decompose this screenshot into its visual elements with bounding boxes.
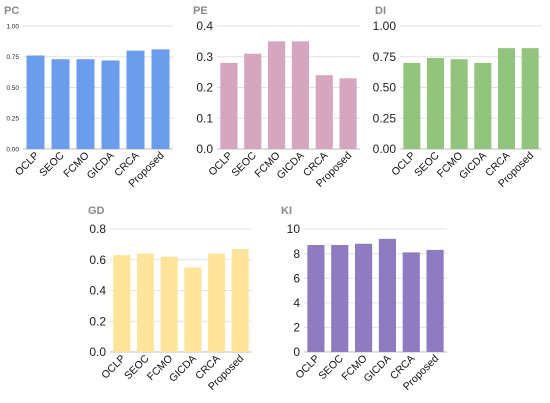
pe-y-tick-label: 0.0 <box>196 142 213 156</box>
gd-y-tick-label: 0.8 <box>89 222 106 236</box>
pc-bar-gicda <box>101 60 120 149</box>
pe-bar-gicda <box>291 41 309 149</box>
ki-x-tick-label: GICDA <box>362 353 394 385</box>
pc-y-tick-label: 0.25 <box>6 116 19 123</box>
di-bar-proposed <box>521 48 539 149</box>
di-title: DI <box>375 5 386 17</box>
di-bar-gicda <box>474 62 492 149</box>
gd-y-tick-label: 0.6 <box>89 253 106 267</box>
pc-bar-seoc <box>51 59 70 149</box>
pe-panel: PE0.00.10.20.30.4OCLPSEOCFCMOGICDACRCAPr… <box>193 5 360 190</box>
ki-y-tick-label: 0 <box>293 345 300 359</box>
gd-bar-crca <box>207 253 226 352</box>
pc-x-tick-label: SEOC <box>37 149 67 179</box>
pc-bar-crca <box>126 50 145 149</box>
pc-y-tick-label: 1.00 <box>6 23 19 30</box>
pe-bar-crca <box>315 75 333 149</box>
ki-y-tick-label: 6 <box>293 271 300 285</box>
gd-bar-proposed <box>231 248 249 352</box>
gd-bar-oclp <box>113 255 131 352</box>
di-y-tick-label: 1.00 <box>373 19 397 33</box>
gd-bar-gicda <box>184 267 202 352</box>
pc-x-tick-label: GICDA <box>85 150 117 182</box>
ki-bar-seoc <box>331 244 349 352</box>
pe-y-tick-label: 0.2 <box>196 81 213 95</box>
gd-panel: GD0.00.20.40.60.8OCLPSEOCFCMOGICDACRCAPr… <box>88 205 252 393</box>
pc-x-tick-label: OCLP <box>13 150 42 179</box>
ki-bar-proposed <box>426 249 444 352</box>
pe-bar-oclp <box>220 62 238 149</box>
ki-bar-crca <box>402 252 420 352</box>
pe-title: PE <box>193 5 208 17</box>
gd-bar-seoc <box>136 253 155 352</box>
di-bar-fcmo <box>450 59 468 149</box>
pe-y-tick-label: 0.3 <box>196 50 213 64</box>
ki-y-tick-label: 10 <box>287 222 301 236</box>
pe-y-tick-label: 0.1 <box>196 111 213 125</box>
pc-bar-fcmo <box>76 59 95 149</box>
gd-y-tick-label: 0.0 <box>89 345 106 359</box>
pc-y-tick-label: 0.00 <box>6 146 19 153</box>
di-y-tick-label: 0.00 <box>373 142 397 156</box>
pe-bar-seoc <box>244 53 262 149</box>
gd-x-tick-label: GICDA <box>167 353 199 385</box>
pc-panel: PC0.000.250.500.751.00OCLPSEOCFCMOGICDAC… <box>4 5 173 190</box>
pc-title: PC <box>4 5 19 17</box>
pe-bar-proposed <box>339 78 357 149</box>
pc-bar-oclp <box>26 55 45 149</box>
di-y-tick-label: 0.50 <box>373 81 397 95</box>
ki-bar-gicda <box>378 238 396 352</box>
di-bar-seoc <box>426 57 445 150</box>
pe-x-tick-label: GICDA <box>275 150 307 182</box>
ki-bar-oclp <box>307 244 325 352</box>
di-y-tick-label: 0.75 <box>373 50 397 64</box>
gd-y-tick-label: 0.2 <box>89 314 106 328</box>
ki-bar-fcmo <box>355 243 373 352</box>
di-bar-oclp <box>403 62 421 149</box>
ki-y-tick-label: 8 <box>293 247 300 261</box>
gd-y-tick-label: 0.4 <box>89 284 106 298</box>
di-x-tick-label: GICDA <box>457 150 489 182</box>
di-y-tick-label: 0.25 <box>373 111 397 125</box>
gd-bar-fcmo <box>160 256 178 352</box>
gd-title: GD <box>88 205 105 217</box>
pc-y-tick-label: 0.50 <box>6 85 19 92</box>
di-panel: DI0.000.250.500.751.00OCLPSEOCFCMOGICDAC… <box>373 5 542 190</box>
pe-bar-fcmo <box>268 41 286 149</box>
pc-bar-proposed <box>151 49 170 150</box>
ki-y-tick-label: 4 <box>293 296 300 310</box>
di-bar-crca <box>497 48 516 149</box>
ki-title: KI <box>281 205 292 217</box>
ki-y-tick-label: 2 <box>293 321 300 335</box>
pe-y-tick-label: 0.4 <box>196 19 213 33</box>
pc-y-tick-label: 0.75 <box>6 54 19 61</box>
